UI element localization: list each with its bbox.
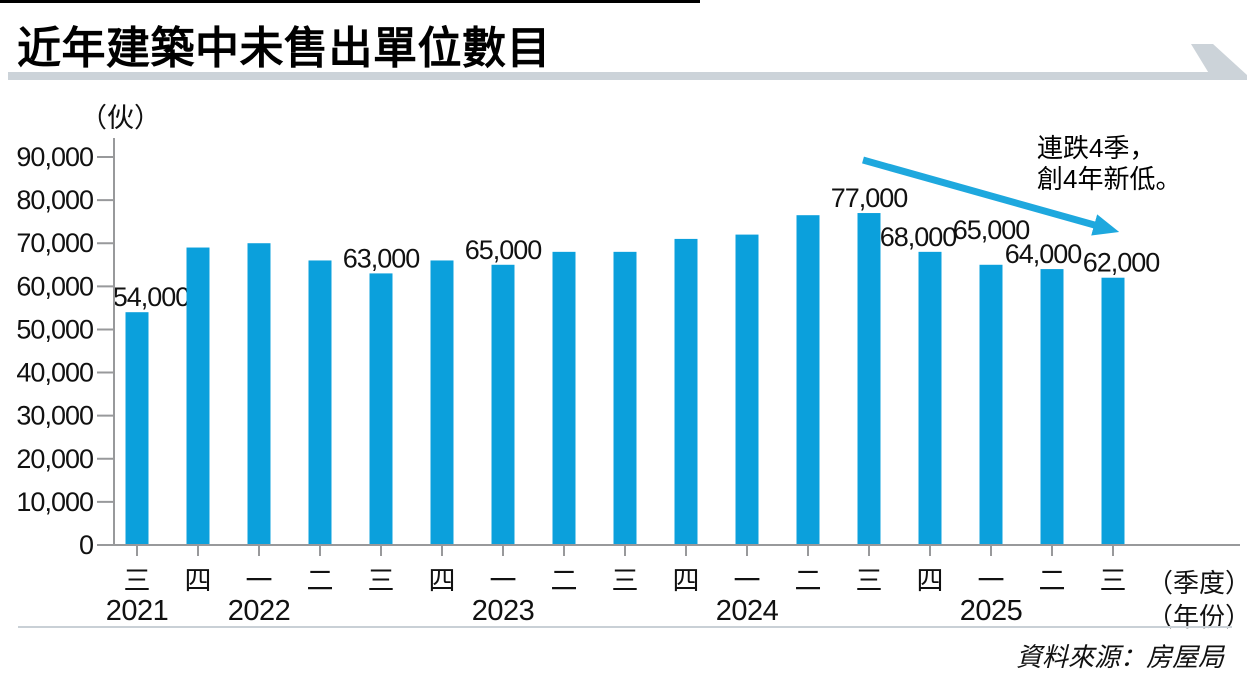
x-tick-label: 二 bbox=[307, 566, 334, 596]
y-axis-unit-label: （伙） bbox=[80, 103, 161, 133]
trend-arrow bbox=[862, 156, 1120, 236]
bar bbox=[796, 215, 820, 545]
y-tick-label: 40,000 bbox=[16, 358, 93, 388]
bar-value-label: 64,000 bbox=[1005, 239, 1082, 269]
y-tick-label: 20,000 bbox=[16, 444, 93, 474]
x-year-label: 2023 bbox=[472, 595, 535, 627]
bar bbox=[918, 251, 942, 545]
bar bbox=[369, 273, 393, 545]
header-swoosh bbox=[1191, 44, 1247, 80]
bar bbox=[186, 247, 210, 546]
bar-value-label: 65,000 bbox=[953, 215, 1030, 245]
x-tick-label: 三 bbox=[124, 566, 151, 596]
bar-value-label: 65,000 bbox=[465, 235, 542, 265]
y-tick-label: 30,000 bbox=[16, 401, 93, 431]
bar-value-label: 68,000 bbox=[880, 222, 957, 252]
x-axis-quarter-suffix: （季度） bbox=[1147, 568, 1250, 598]
y-tick-label: 90,000 bbox=[16, 142, 93, 172]
y-tick-label: 10,000 bbox=[16, 487, 93, 517]
annotation-line-2: 創4年新低。 bbox=[1037, 164, 1182, 194]
x-tick-label: 三 bbox=[368, 566, 395, 596]
x-tick-label: 三 bbox=[1100, 566, 1127, 596]
bar bbox=[1101, 277, 1125, 545]
bar bbox=[125, 312, 149, 545]
bar bbox=[491, 264, 515, 545]
bar bbox=[552, 251, 576, 545]
x-tick-label: 四 bbox=[917, 566, 944, 596]
annotation-callout: 連跌4季， 創4年新低。 bbox=[1037, 133, 1181, 195]
bar-value-label: 62,000 bbox=[1083, 248, 1160, 278]
x-year-label: 2025 bbox=[960, 595, 1023, 627]
bar bbox=[1040, 269, 1064, 545]
bar bbox=[613, 251, 637, 545]
x-tick-label: 三 bbox=[856, 566, 883, 596]
x-tick-label: 一 bbox=[490, 566, 517, 596]
x-tick-label: 一 bbox=[246, 566, 273, 596]
x-tick-label: 二 bbox=[795, 566, 822, 596]
bar bbox=[857, 213, 881, 546]
bar bbox=[735, 234, 759, 545]
x-tick-label: 四 bbox=[673, 566, 700, 596]
x-year-label: 2024 bbox=[716, 595, 779, 627]
bar-value-label: 63,000 bbox=[343, 243, 420, 273]
y-tick-label: 70,000 bbox=[16, 228, 93, 258]
page-title: 近年建築中未售出單位數目 bbox=[17, 24, 551, 73]
x-tick-label: 一 bbox=[734, 566, 761, 596]
x-year-label: 2022 bbox=[228, 595, 291, 627]
y-tick-label: 60,000 bbox=[16, 271, 93, 301]
bar-value-label: 77,000 bbox=[831, 183, 908, 213]
bar-value-label: 54,000 bbox=[113, 282, 190, 312]
x-tick-label: 三 bbox=[612, 566, 639, 596]
x-tick-label: 一 bbox=[978, 566, 1005, 596]
y-tick-label: 80,000 bbox=[16, 185, 93, 215]
x-year-label: 2021 bbox=[106, 595, 169, 627]
x-tick-label: 二 bbox=[551, 566, 578, 596]
bar bbox=[674, 238, 698, 545]
y-tick-label: 50,000 bbox=[16, 314, 93, 344]
x-tick-label: 四 bbox=[185, 566, 212, 596]
annotation-line-1: 連跌4季， bbox=[1037, 133, 1156, 163]
bar bbox=[979, 264, 1003, 545]
x-tick-label: 二 bbox=[1039, 566, 1066, 596]
x-tick-label: 四 bbox=[429, 566, 456, 596]
bar bbox=[308, 260, 332, 545]
source-credit: 資料來源：房屋局 bbox=[1015, 642, 1224, 672]
header-underline bbox=[8, 72, 1240, 80]
footer-rule bbox=[18, 626, 1232, 628]
bar bbox=[247, 243, 271, 545]
x-axis-year-suffix: （年份） bbox=[1147, 602, 1250, 632]
bar bbox=[430, 260, 454, 545]
top-rule bbox=[0, 0, 700, 3]
y-tick-label: 0 bbox=[79, 530, 93, 560]
